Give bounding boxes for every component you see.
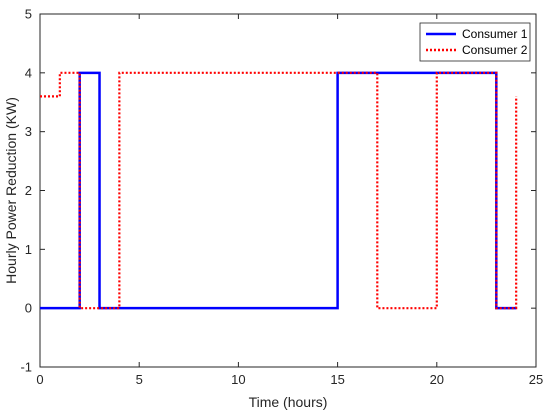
x-tick-label: 0 — [36, 372, 43, 387]
axis-ticks: 0 5 10 15 20 25 -1 0 1 2 3 4 5 — [20, 7, 543, 388]
y-tick-label: 1 — [25, 242, 32, 257]
y-axis-label: Hourly Power Reduction (KW) — [3, 97, 19, 284]
legend: Consumer 1 Consumer 2 — [419, 22, 531, 62]
plot-area — [39, 13, 537, 368]
legend-label-consumer-1: Consumer 1 — [462, 27, 528, 41]
x-tick-label: 10 — [231, 372, 245, 387]
x-tick-label: 5 — [136, 372, 143, 387]
y-tick-label: 4 — [25, 65, 32, 80]
series-line-consumer-2 — [40, 71, 518, 310]
y-tick-label: 2 — [25, 183, 32, 198]
legend-label-consumer-2: Consumer 2 — [462, 43, 528, 57]
x-axis-label: Time (hours) — [249, 394, 328, 410]
series-layer — [40, 71, 518, 310]
x-tick-label: 25 — [529, 372, 543, 387]
legend-box — [419, 22, 531, 62]
y-tick-label: 0 — [25, 301, 32, 316]
y-tick-label: 5 — [25, 7, 32, 22]
y-tick-label: -1 — [20, 360, 32, 375]
x-tick-label: 15 — [330, 372, 344, 387]
x-tick-label: 20 — [430, 372, 444, 387]
y-tick-label: 3 — [25, 124, 32, 139]
